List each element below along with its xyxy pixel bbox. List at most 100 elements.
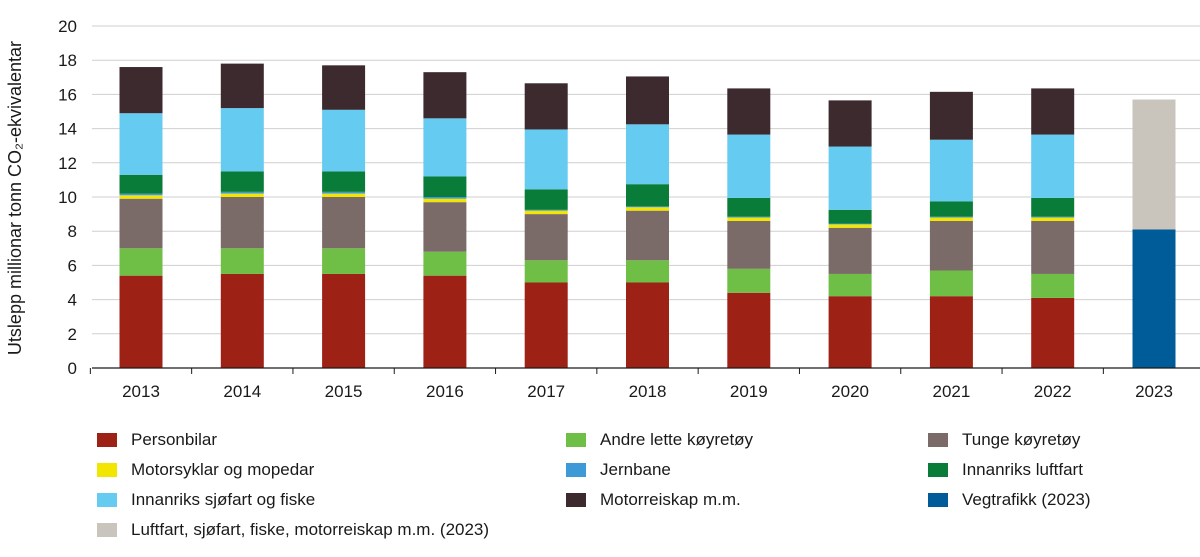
- bar-segment: [220, 197, 264, 249]
- bar-segment: [322, 65, 366, 110]
- bar-segment: [727, 134, 771, 198]
- x-tick-label: 2015: [325, 382, 363, 401]
- bar-segment: [322, 191, 366, 194]
- bar-segment: [524, 282, 568, 368]
- bar-segment: [524, 129, 568, 190]
- x-tick-label: 2021: [932, 382, 970, 401]
- legend-swatch: [928, 493, 948, 507]
- bar-segment: [220, 63, 264, 109]
- bar-segment: [524, 210, 568, 215]
- bar-segment: [1132, 99, 1176, 230]
- legend-item: Jernbane: [566, 458, 671, 482]
- bar-segment: [626, 206, 669, 208]
- bar-segment: [423, 251, 467, 276]
- bar-segment: [828, 227, 872, 274]
- bar-segment: [1031, 273, 1075, 298]
- y-tick-label: 14: [58, 120, 77, 139]
- legend-label: Innanriks sjøfart og fiske: [131, 490, 316, 509]
- y-tick-label: 6: [68, 256, 77, 275]
- bar-segment: [1031, 134, 1075, 198]
- legend-label: Andre lette køyretøy: [600, 430, 754, 449]
- legend-item: Tunge køyretøy: [928, 428, 1080, 452]
- bar-segment: [220, 193, 264, 197]
- y-axis-label: Utslepp millionar tonn CO₂-ekvivalentar: [5, 41, 25, 355]
- bar-segment: [524, 214, 568, 261]
- bar-segment: [119, 195, 163, 199]
- bar-segment: [828, 146, 872, 210]
- legend-item: Motorsyklar og mopedar: [97, 458, 314, 482]
- legend-label: Luftfart, sjøfart, fiske, motorreiskap m…: [131, 520, 490, 539]
- legend-item: Luftfart, sjøfart, fiske, motorreiskap m…: [97, 518, 489, 542]
- legend-label: Vegtrafikk (2023): [962, 490, 1091, 509]
- bar-segment: [220, 108, 264, 172]
- bar-segment: [929, 139, 973, 202]
- bar-segment: [423, 118, 467, 177]
- y-tick-label: 4: [68, 291, 77, 310]
- bar-segment: [929, 201, 973, 217]
- bar-segment: [119, 113, 163, 175]
- bar-segment: [626, 184, 669, 207]
- axes: 0 2 4 6 8 10 12 14 16 18 20 2013 2014 2015 2016 2017 201…: [58, 17, 1200, 401]
- bar-segment: [220, 191, 264, 194]
- bar-segment: [727, 217, 771, 221]
- bar-segment: [423, 198, 467, 203]
- legend-label: Tunge køyretøy: [962, 430, 1081, 449]
- y-tick-label: 12: [58, 154, 77, 173]
- bar-segment: [727, 268, 771, 293]
- bar-segment: [929, 216, 973, 218]
- legend-item: Personbilar: [97, 428, 217, 452]
- legend-swatch: [928, 433, 948, 447]
- bar-segment: [626, 260, 669, 283]
- x-tick-label: 2018: [629, 382, 667, 401]
- bar-segment: [626, 210, 669, 261]
- bar-segment: [727, 88, 771, 135]
- bar-segment: [119, 67, 163, 114]
- bar-segment: [119, 198, 163, 249]
- bar-segment: [220, 248, 264, 274]
- bar-segment: [727, 292, 771, 368]
- x-tick-label: 2023: [1135, 382, 1173, 401]
- bar-segment: [322, 273, 366, 368]
- bar-segment: [524, 189, 568, 210]
- legend-label: Motorsyklar og mopedar: [131, 460, 315, 479]
- x-tick-label: 2022: [1034, 382, 1072, 401]
- bar-segment: [322, 109, 366, 172]
- legend-label: Personbilar: [131, 430, 217, 449]
- legend-swatch: [566, 433, 586, 447]
- y-tick-label: 8: [68, 222, 77, 241]
- x-tick-label: 2019: [730, 382, 768, 401]
- legend-swatch: [566, 493, 586, 507]
- bar-segment: [828, 100, 872, 147]
- bar-segment: [727, 220, 771, 269]
- bar-segment: [524, 83, 568, 130]
- bar-segment: [1031, 217, 1075, 221]
- bars: [119, 63, 1176, 368]
- legend-label: Innanriks luftfart: [962, 460, 1083, 479]
- legend-swatch: [97, 463, 117, 477]
- legend-item: Motorreiskap m.m.: [566, 488, 741, 512]
- bar-segment: [423, 202, 467, 252]
- bar-segment: [929, 296, 973, 368]
- bar-segment: [322, 197, 366, 249]
- bar-segment: [119, 174, 163, 194]
- bar-segment: [423, 72, 467, 119]
- legend-item: Innanriks sjøfart og fiske: [97, 488, 315, 512]
- bar-segment: [626, 207, 669, 211]
- bar-segment: [929, 217, 973, 221]
- bar-segment: [119, 193, 163, 196]
- bar-segment: [423, 197, 467, 199]
- x-tick-label: 2017: [527, 382, 565, 401]
- bar-segment: [119, 275, 163, 368]
- bar-segment: [1031, 220, 1075, 274]
- bar-segment: [1031, 297, 1075, 368]
- bar-segment: [626, 282, 669, 368]
- legend-swatch: [928, 463, 948, 477]
- bar-segment: [1031, 197, 1075, 217]
- legend-item: Innanriks luftfart: [928, 458, 1083, 482]
- legend-swatch: [97, 523, 117, 537]
- bar-segment: [119, 248, 163, 276]
- bar-segment: [929, 91, 973, 140]
- y-tick-label: 18: [58, 51, 77, 70]
- bar-segment: [828, 296, 872, 368]
- legend-swatch: [97, 493, 117, 507]
